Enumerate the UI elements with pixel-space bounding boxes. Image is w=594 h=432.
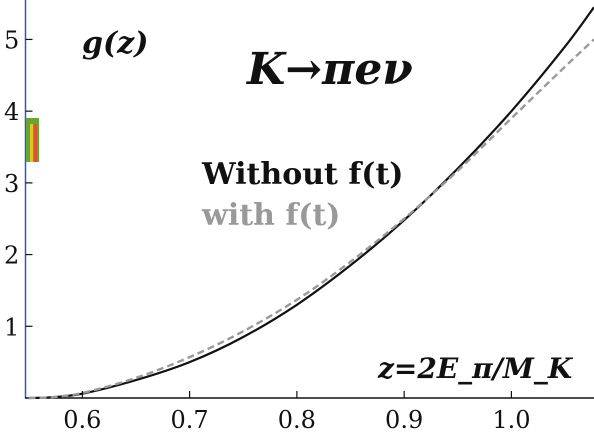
x-tick-label: 0.7 bbox=[171, 406, 209, 432]
legend-without: Without f(t) bbox=[201, 157, 404, 192]
y-tick-label: 2 bbox=[4, 242, 19, 270]
x-axis-label: z=2E_π/M_K bbox=[377, 352, 574, 385]
y-tick-label: 4 bbox=[4, 98, 19, 126]
y-tick-label: 1 bbox=[4, 313, 19, 341]
legend-with: with f(t) bbox=[201, 198, 341, 233]
chart-title: K→πeν bbox=[245, 44, 413, 95]
x-tick-label: 1.0 bbox=[492, 406, 530, 432]
y-axis-label: g(z) bbox=[82, 26, 148, 61]
x-tick-label: 0.6 bbox=[63, 406, 101, 432]
series-group bbox=[28, 6, 594, 400]
series-line-with-ft bbox=[28, 38, 594, 400]
axis-marker bbox=[26, 118, 39, 162]
y-tick-label: 3 bbox=[4, 170, 19, 198]
x-tick-label: 0.8 bbox=[278, 406, 316, 432]
series-line-without-ft bbox=[28, 6, 594, 400]
ticks-group: 0.6 0.7 0.8 0.9 1.0 1 2 3 4 5 bbox=[4, 26, 530, 432]
y-tick-label: 5 bbox=[4, 26, 19, 54]
x-tick-label: 0.9 bbox=[385, 406, 423, 432]
